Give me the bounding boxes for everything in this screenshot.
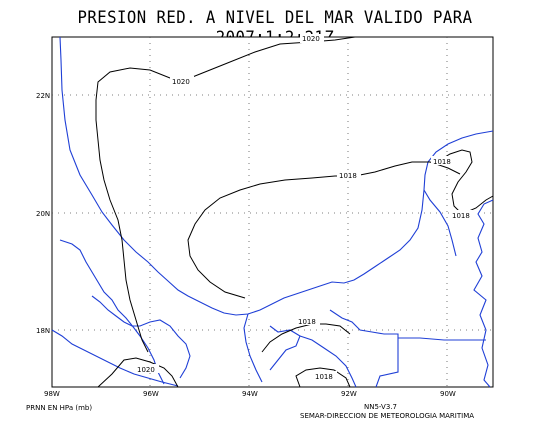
lon-label-92w: 92W (341, 390, 357, 398)
lat-label-22n: 22N (36, 92, 50, 100)
isobar-1018-east-loop (439, 149, 494, 215)
agency-credit: SEMAR-DIRECCION DE METEOROLOGIA MARITIMA (300, 412, 475, 420)
isobars (95, 36, 494, 388)
state-boundary-b (91, 295, 191, 379)
isobar-label: 1020 (137, 366, 155, 374)
model-version: NN5-V3.7 (364, 403, 397, 411)
state-boundary-f (398, 337, 486, 341)
gulf-coastline (59, 36, 494, 316)
state-boundary-c (243, 313, 263, 383)
isobar-1020-north (95, 36, 356, 353)
lon-label-94w: 94W (242, 390, 258, 398)
isobar-labels: 1020 1020 1018 1018 1018 1018 1018 1020 (135, 34, 474, 381)
lon-label-90w: 90W (440, 390, 456, 398)
state-boundary-d (269, 325, 301, 371)
latitude-labels: 22N 20N 18N (36, 92, 50, 335)
pacific-coast (51, 329, 179, 387)
isobar-1018-south (261, 323, 351, 353)
isobar-label: 1020 (172, 78, 190, 86)
isobar-label: 1018 (339, 172, 357, 180)
yucatan-east-coast (473, 199, 494, 388)
longitude-labels: 98W 96W 94W 92W 90W (44, 390, 456, 398)
isobar-1018-central (187, 161, 461, 299)
yucatan-interior (423, 189, 457, 257)
isobar-1018-bottom (295, 367, 351, 388)
coastline (51, 36, 494, 388)
lat-label-18n: 18N (36, 327, 50, 335)
lon-label-96w: 96W (143, 390, 159, 398)
isobar-label: 1018 (315, 373, 333, 381)
isobar-label: 1018 (433, 158, 451, 166)
isobar-label: 1020 (302, 35, 320, 43)
state-boundary-a (59, 239, 165, 385)
map-frame (51, 36, 494, 388)
state-boundary-e (329, 309, 399, 388)
lon-label-98w: 98W (44, 390, 60, 398)
state-boundary-g (299, 335, 357, 388)
isobar-label: 1018 (298, 318, 316, 326)
units-caption: PRNN EN HPa (mb) (26, 404, 93, 412)
lat-label-20n: 20N (36, 210, 50, 218)
graticule (52, 37, 493, 387)
isobar-label: 1018 (452, 212, 470, 220)
isobar-1020-southwest (97, 357, 179, 388)
